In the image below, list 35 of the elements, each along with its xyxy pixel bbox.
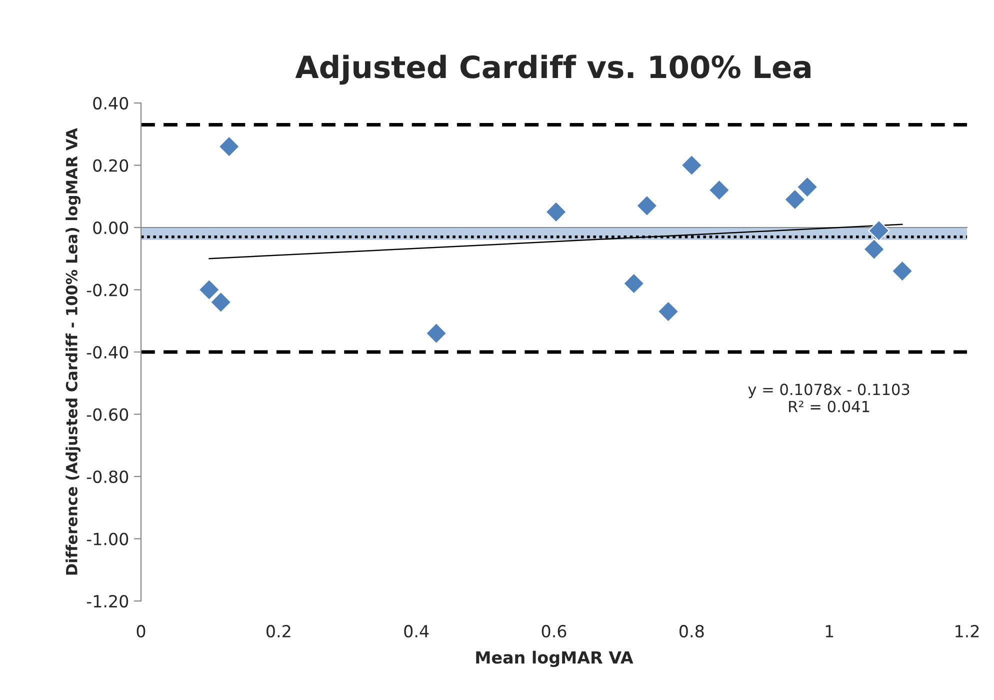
- y-tick-label: -0.60: [86, 408, 128, 421]
- point: [198, 278, 220, 301]
- y-tick-label: 0.20: [93, 159, 128, 172]
- y-tick-label: -0.80: [86, 470, 128, 484]
- point: [545, 201, 567, 223]
- point: [657, 300, 680, 322]
- x-tick-label: 1: [826, 625, 834, 638]
- point: [218, 136, 240, 158]
- point: [868, 220, 890, 242]
- annotation: y = 0.1078x - 0.1103 R² = 0.041: [748, 384, 910, 412]
- chart-title: Adjusted Cardiff vs. 100% Lea: [295, 54, 810, 85]
- y-tick-label: 0.00: [93, 221, 128, 234]
- point: [708, 179, 730, 202]
- y-tick-label: -0.40: [86, 346, 128, 359]
- x-tick-label: 0.4: [404, 624, 429, 638]
- x-tick-label: 1.2: [956, 624, 979, 638]
- point: [210, 291, 232, 314]
- y-tick-label: 0.40: [93, 96, 128, 110]
- point: [891, 260, 914, 282]
- point: [796, 176, 818, 198]
- point: [622, 272, 645, 294]
- point: [863, 238, 885, 260]
- point: [784, 188, 806, 210]
- x-tick-label: 0: [136, 624, 146, 638]
- y-tick-label: -1.00: [86, 532, 128, 546]
- x-tick-label: 0.2: [266, 624, 290, 638]
- point: [425, 322, 448, 344]
- x-axis-title: Mean logMAR VA: [476, 650, 634, 668]
- point: [680, 154, 703, 176]
- y-tick-label: -1.20: [86, 594, 128, 608]
- y-axis-title: Difference (Adjusted Cardiff - 100% Lea) logMAR VA: [66, 128, 81, 575]
- x-tick-label: 0.8: [680, 624, 704, 638]
- x-tick-label: 0.6: [542, 624, 566, 638]
- point: [636, 194, 658, 217]
- y-tick-label: -0.20: [86, 284, 128, 296]
